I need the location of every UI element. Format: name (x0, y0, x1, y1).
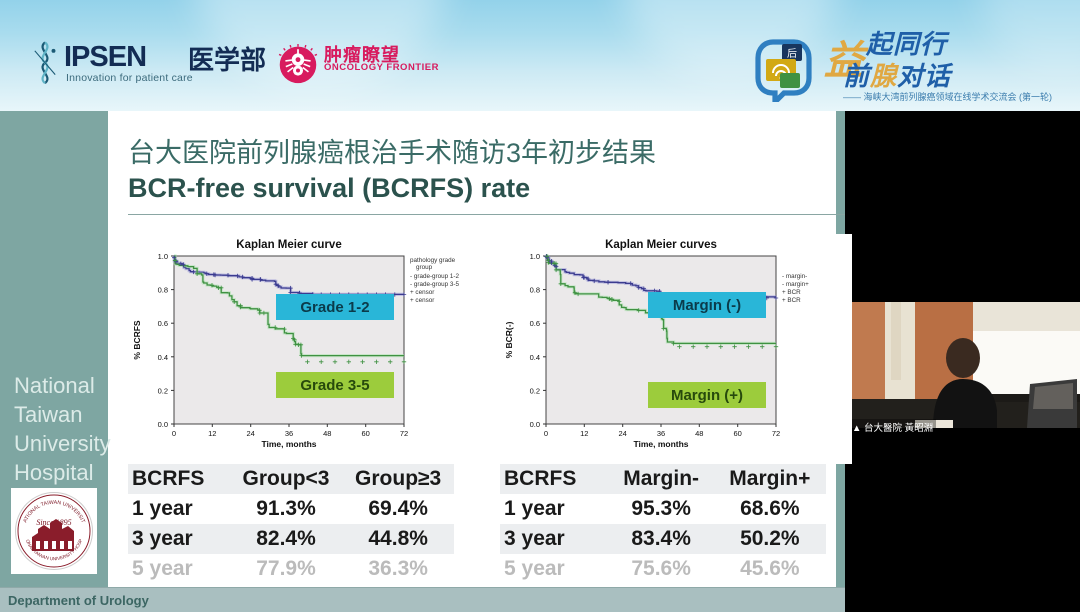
svg-text:pathology grade: pathology grade (410, 257, 456, 264)
svg-text:+ censor: + censor (410, 297, 434, 304)
svg-text:0.0: 0.0 (530, 420, 540, 429)
svg-text:% BCR(-): % BCR(-) (504, 321, 514, 358)
svg-text:Time, months: Time, months (633, 439, 688, 449)
svg-text:+ BCR: + BCR (782, 289, 801, 296)
svg-text:0: 0 (172, 429, 176, 438)
svg-text:group: group (416, 264, 433, 271)
svg-text:0.6: 0.6 (158, 319, 168, 328)
svg-text:36: 36 (657, 429, 665, 438)
svg-text:12: 12 (208, 429, 216, 438)
svg-text:- grade-group 1-2: - grade-group 1-2 (410, 273, 460, 280)
svg-text:12: 12 (580, 429, 588, 438)
svg-text:0: 0 (544, 429, 548, 438)
svg-text:0.6: 0.6 (530, 319, 540, 328)
svg-text:Margin (-): Margin (-) (673, 297, 741, 314)
svg-text:1.0: 1.0 (530, 252, 540, 261)
svg-text:0.0: 0.0 (158, 420, 168, 429)
svg-text:% BCRFS: % BCRFS (132, 320, 142, 360)
svg-text:- margin-: - margin- (782, 273, 807, 280)
svg-text:72: 72 (400, 429, 408, 438)
svg-text:0.4: 0.4 (158, 353, 168, 362)
svg-text:0.4: 0.4 (530, 353, 540, 362)
svg-text:48: 48 (695, 429, 703, 438)
svg-text:+ BCR: + BCR (782, 297, 801, 304)
svg-text:72: 72 (772, 429, 780, 438)
svg-text:Kaplan Meier curves: Kaplan Meier curves (605, 239, 717, 251)
svg-text:Kaplan Meier curve: Kaplan Meier curve (236, 239, 341, 251)
svg-text:Grade 1-2: Grade 1-2 (300, 299, 369, 316)
svg-text:+ censor: + censor (410, 289, 434, 296)
svg-text:60: 60 (362, 429, 370, 438)
svg-text:- margin+: - margin+ (782, 281, 809, 288)
svg-text:Margin (+): Margin (+) (671, 387, 743, 404)
svg-text:0.2: 0.2 (158, 386, 168, 395)
svg-text:48: 48 (323, 429, 331, 438)
svg-text:后: 后 (787, 48, 797, 60)
svg-text:- grade-group 3-5: - grade-group 3-5 (410, 281, 460, 288)
svg-text:36: 36 (285, 429, 293, 438)
svg-text:1.0: 1.0 (158, 252, 168, 261)
svg-text:24: 24 (247, 429, 255, 438)
svg-text:Grade 3-5: Grade 3-5 (300, 377, 369, 394)
svg-text:0.2: 0.2 (530, 386, 540, 395)
svg-text:60: 60 (734, 429, 742, 438)
svg-text:0.8: 0.8 (530, 286, 540, 295)
svg-text:0.8: 0.8 (158, 286, 168, 295)
svg-text:Time, months: Time, months (261, 439, 316, 449)
svg-text:24: 24 (619, 429, 627, 438)
